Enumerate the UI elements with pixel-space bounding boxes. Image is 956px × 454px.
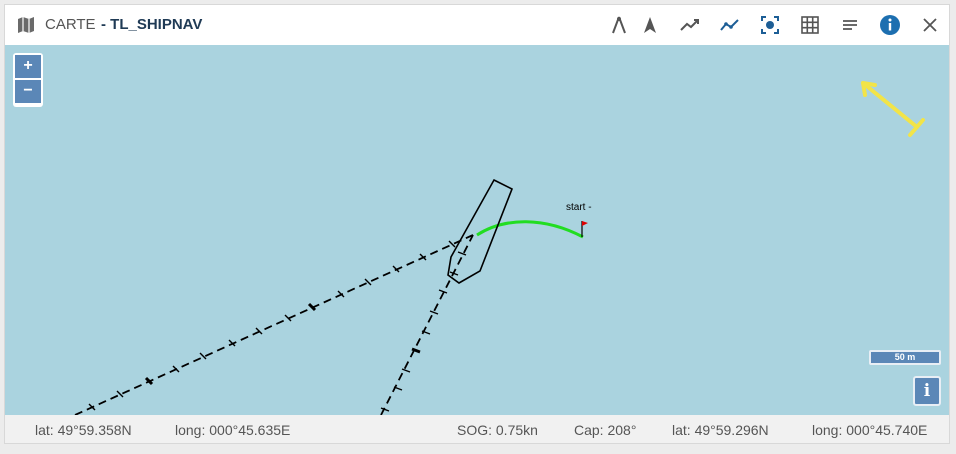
trend-line-icon[interactable] bbox=[678, 13, 702, 37]
longitude-readout-2: long: 000°45.740E bbox=[812, 422, 928, 438]
window-title: - TL_SHIPNAV bbox=[101, 16, 203, 33]
map-canvas[interactable]: start - + − 50 m i bbox=[5, 45, 949, 415]
status-bar: lat: 49°59.358N long: 000°45.635E SOG: 0… bbox=[5, 415, 949, 443]
zoom-control: + − bbox=[13, 53, 43, 107]
window-title-prefix: CARTE bbox=[45, 16, 96, 33]
latitude-readout: lat: 49°59.358N bbox=[35, 422, 132, 438]
map-icon bbox=[18, 17, 34, 33]
grid-icon[interactable] bbox=[798, 13, 822, 37]
zoom-in-button[interactable]: + bbox=[15, 55, 41, 78]
ship-outline bbox=[447, 178, 514, 284]
scale-bar: 50 m bbox=[869, 350, 941, 365]
latitude-readout-2: lat: 49°59.296N bbox=[672, 422, 769, 438]
map-info-button[interactable]: i bbox=[913, 376, 941, 406]
focus-target-icon[interactable] bbox=[758, 13, 782, 37]
track-line bbox=[476, 220, 584, 239]
cap-readout: Cap: 208° bbox=[574, 422, 637, 438]
sog-readout: SOG: 0.75kn bbox=[457, 422, 538, 438]
compass-icon[interactable] bbox=[607, 13, 631, 37]
start-flag-icon bbox=[581, 221, 588, 237]
info-icon[interactable] bbox=[878, 13, 902, 37]
track-line-icon[interactable] bbox=[718, 13, 742, 37]
route-line-west bbox=[74, 234, 474, 415]
close-icon[interactable] bbox=[918, 13, 942, 37]
route-line-south bbox=[380, 234, 474, 415]
zoom-out-button[interactable]: − bbox=[15, 80, 41, 103]
window-header: CARTE - TL_SHIPNAV bbox=[5, 5, 949, 45]
map-window: CARTE - TL_SHIPNAV bbox=[4, 4, 950, 444]
navigation-arrow-icon[interactable] bbox=[638, 13, 662, 37]
longitude-readout: long: 000°45.635E bbox=[175, 422, 291, 438]
menu-lines-icon[interactable] bbox=[838, 13, 862, 37]
annotation-arrow bbox=[861, 81, 925, 137]
start-label: start - bbox=[566, 202, 592, 213]
